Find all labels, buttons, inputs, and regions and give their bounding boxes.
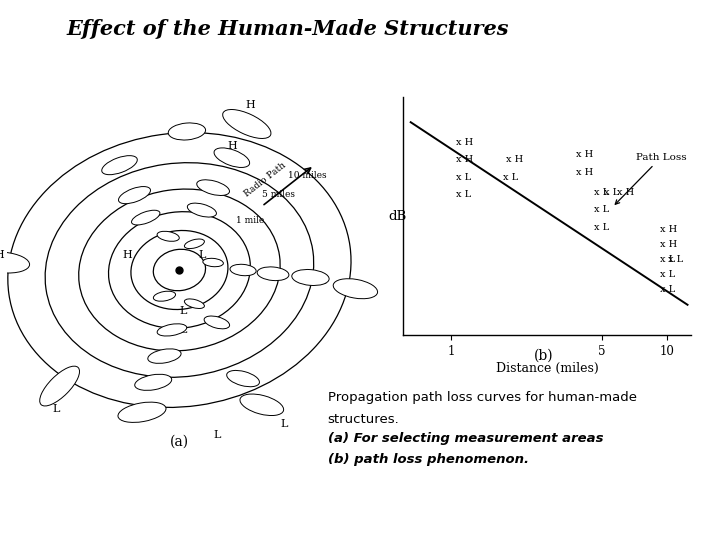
Text: (a): (a) <box>170 435 189 449</box>
Text: x H: x H <box>617 188 634 197</box>
Text: x H: x H <box>456 138 473 147</box>
Text: structures.: structures. <box>328 413 400 426</box>
Text: x L: x L <box>456 173 471 182</box>
Ellipse shape <box>0 252 30 273</box>
Text: x L: x L <box>660 271 675 279</box>
Ellipse shape <box>214 148 250 167</box>
Ellipse shape <box>333 279 377 299</box>
Text: H: H <box>246 100 256 110</box>
Text: x L: x L <box>660 255 675 264</box>
Ellipse shape <box>184 239 204 248</box>
Text: H: H <box>122 250 132 260</box>
Text: (a) For selecting measurement areas: (a) For selecting measurement areas <box>328 432 603 445</box>
Text: Propagation path loss curves for human-made: Propagation path loss curves for human-m… <box>328 392 636 404</box>
Text: x L: x L <box>594 205 609 214</box>
Text: x L: x L <box>603 188 618 197</box>
Text: H: H <box>227 141 237 151</box>
Ellipse shape <box>40 366 79 406</box>
Ellipse shape <box>157 231 179 241</box>
Text: x H: x H <box>660 240 677 249</box>
Ellipse shape <box>132 210 160 225</box>
Text: 1 mile: 1 mile <box>235 216 264 225</box>
Ellipse shape <box>187 203 217 217</box>
Text: x H: x H <box>456 155 473 164</box>
Ellipse shape <box>257 267 289 281</box>
Ellipse shape <box>222 110 271 138</box>
Ellipse shape <box>102 156 138 174</box>
Text: Radio Path: Radio Path <box>243 161 288 199</box>
Text: H: H <box>0 250 4 260</box>
Text: x L: x L <box>503 173 518 182</box>
Ellipse shape <box>157 324 186 336</box>
Text: x L: x L <box>594 223 609 232</box>
Ellipse shape <box>230 264 256 276</box>
Ellipse shape <box>197 180 230 195</box>
Ellipse shape <box>240 394 284 416</box>
Ellipse shape <box>292 269 329 286</box>
Text: x L: x L <box>660 285 675 294</box>
Ellipse shape <box>118 402 166 422</box>
Ellipse shape <box>227 370 259 387</box>
Text: x H: x H <box>576 168 593 177</box>
Ellipse shape <box>135 374 171 390</box>
Text: x H: x H <box>506 155 523 164</box>
X-axis label: Distance (miles): Distance (miles) <box>496 362 598 375</box>
Y-axis label: dB: dB <box>389 210 407 222</box>
Text: x H: x H <box>576 150 593 159</box>
Text: Effect of the Human-Made Structures: Effect of the Human-Made Structures <box>67 19 509 39</box>
Text: Path Loss: Path Loss <box>616 153 686 204</box>
Text: L: L <box>318 276 325 286</box>
Text: (b) path loss phenomenon.: (b) path loss phenomenon. <box>328 453 528 465</box>
Ellipse shape <box>168 123 206 140</box>
Text: L: L <box>52 403 60 414</box>
Text: 5 miles: 5 miles <box>262 190 294 199</box>
Text: x H: x H <box>660 225 677 234</box>
Text: L: L <box>179 306 187 316</box>
Ellipse shape <box>148 349 181 363</box>
Ellipse shape <box>184 299 204 308</box>
Text: L: L <box>179 325 187 335</box>
Text: x L: x L <box>594 188 609 197</box>
Text: x L: x L <box>456 190 471 199</box>
Ellipse shape <box>204 316 230 329</box>
Text: (b): (b) <box>534 348 554 362</box>
Ellipse shape <box>203 258 223 267</box>
Text: L: L <box>281 418 288 429</box>
Text: L: L <box>198 250 206 260</box>
Text: L: L <box>213 430 220 440</box>
Ellipse shape <box>153 291 176 301</box>
Text: x L: x L <box>667 255 683 264</box>
Ellipse shape <box>119 186 150 204</box>
Text: 10 miles: 10 miles <box>288 171 327 180</box>
